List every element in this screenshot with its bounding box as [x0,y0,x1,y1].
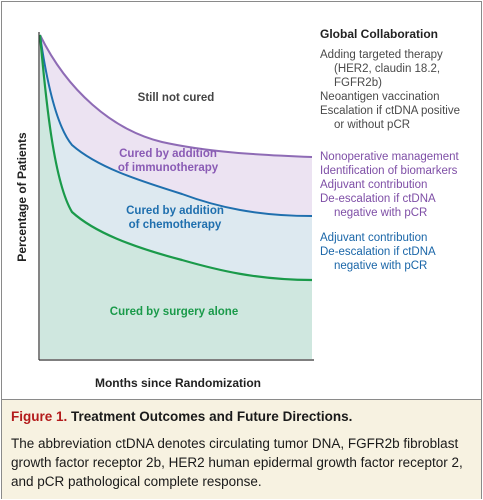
panel-line: Nonoperative management [320,151,459,163]
panel-line: Neoantigen vaccination [320,91,440,103]
surgery-area [40,35,312,359]
outcome-diagram: Percentage of Patients Months since Rand… [15,32,314,390]
panel-heading: Global Collaboration [320,27,439,41]
caption-line: The abbreviation ctDNA denotes circulati… [11,436,459,451]
caption-body: The abbreviation ctDNA denotes circulati… [11,434,477,491]
immunotherapy-band [40,35,312,216]
y-axis-label: Percentage of Patients [15,132,29,262]
label-chemotherapy-line1: Cured by addition [126,205,224,217]
surgery-curve [38,34,313,282]
panel-line: Adjuvant contribution [320,179,428,191]
panel-line: or without pCR [334,119,411,131]
figure-area: Percentage of Patients Months since Rand… [2,2,481,399]
caption-line: growth factor receptor 2b, HER2 human ep… [11,455,463,470]
label-immunotherapy-line2: of immunotherapy [118,162,219,174]
caption-title: Figure 1. Treatment Outcomes and Future … [11,409,352,424]
panel-group-immunotherapy: Nonoperative management Identification o… [320,150,459,220]
label-surgery-alone: Cured by surgery alone [110,306,238,318]
panel-line: De-escalation if ctDNA [320,193,436,205]
panel-line: Adjuvant contribution [320,232,428,244]
panel-group-targeted: Adding targeted therapy (HER2, claudin 1… [320,48,460,132]
panel-line: Escalation if ctDNA positive [320,105,460,117]
label-still-not-cured: Still not cured [138,92,215,104]
chemotherapy-band [40,35,312,280]
x-axis-label: Months since Randomization [95,376,261,390]
panel-line: De-escalation if ctDNA [320,246,436,258]
caption-title-text: Treatment Outcomes and Future Directions… [71,409,353,424]
immunotherapy-curve [39,34,313,158]
panel-group-chemotherapy: Adjuvant contribution De-escalation if c… [320,231,436,273]
panel-line: (HER2, claudin 18.2, [334,63,441,75]
panel-line: FGFR2b) [334,77,382,89]
panel-line: negative with pCR [334,260,428,272]
caption-line: and pCR pathological complete response. [11,474,262,489]
figure-number: Figure 1. [11,409,68,424]
chemotherapy-curve [39,34,313,217]
panel-line: Identification of biomarkers [320,165,458,177]
label-immunotherapy-line1: Cured by addition [119,148,217,160]
panel-line: negative with pCR [334,207,428,219]
panel-line: Adding targeted therapy [320,49,443,61]
label-chemotherapy-line2: of chemotherapy [129,219,222,231]
figure-caption: Figure 1. Treatment Outcomes and Future … [2,399,481,499]
